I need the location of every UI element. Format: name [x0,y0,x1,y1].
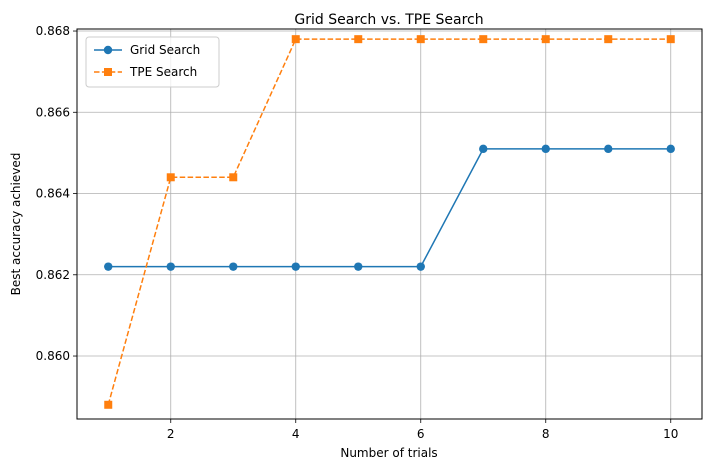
data-point-grid-search [604,144,613,154]
y-tick-label: 0.864 [36,187,70,201]
y-tick-label: 0.868 [36,24,70,38]
x-tick-label: 2 [167,427,175,441]
y-tick-label: 0.862 [36,268,70,282]
legend-label-grid-search: Grid Search [130,43,200,57]
legend-label-tpe-search: TPE Search [129,65,197,79]
data-point-grid-search [354,262,363,271]
chart-title: Grid Search vs. TPE Search [294,12,483,28]
legend-marker-tpe-search [104,68,112,76]
y-tick-label: 0.860 [36,349,70,363]
data-point-tpe-search [354,35,363,44]
data-point-tpe-search [166,173,175,182]
data-point-grid-search [166,262,175,271]
x-tick-label: 6 [417,427,425,441]
legend-marker-grid-search [103,45,113,55]
data-point-grid-search [291,262,300,271]
data-point-grid-search [666,144,675,154]
series-layer [104,35,675,409]
data-point-tpe-search [479,35,488,44]
data-point-grid-search [541,144,550,154]
x-tick-label: 4 [292,427,300,441]
data-point-tpe-search [666,35,675,44]
data-point-tpe-search [541,35,550,44]
data-point-tpe-search [104,400,113,409]
data-point-tpe-search [604,35,613,44]
data-point-tpe-search [416,35,425,44]
x-tick-label: 8 [542,427,550,441]
x-axis-label: Number of trials [340,446,437,460]
data-point-tpe-search [229,173,238,182]
series-line-grid-search [108,148,671,268]
data-point-grid-search [104,262,113,271]
y-axis-label: Best accuracy achieved [9,153,23,296]
plot-frame [76,28,703,420]
series-line-tpe-search [107,38,671,405]
axis-ticks: 2 4 6 8 10 0.860 0.862 0.864 0.866 0.868 [36,24,679,441]
data-point-grid-search [479,144,488,154]
data-point-grid-search [416,262,425,271]
legend: Grid Search TPE Search [85,36,220,88]
data-point-grid-search [229,262,238,271]
x-tick-label: 10 [663,427,678,441]
y-tick-label: 0.866 [36,105,70,119]
data-point-tpe-search [291,35,300,44]
grid-lines [77,29,702,419]
